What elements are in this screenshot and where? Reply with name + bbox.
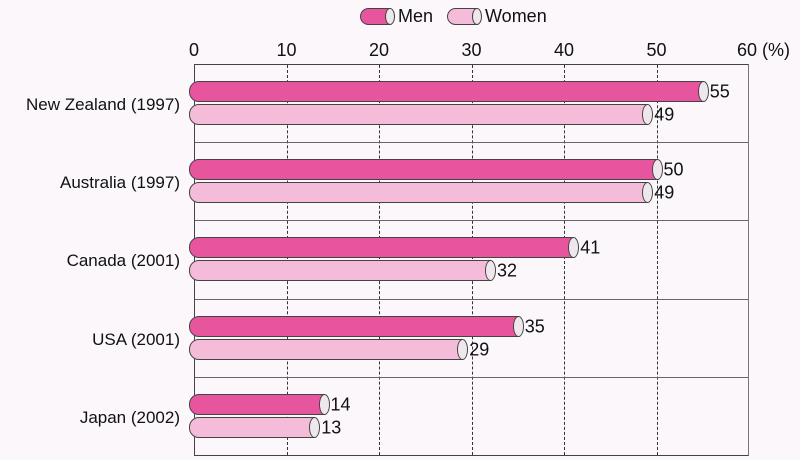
category-label: USA (2001) (92, 329, 180, 349)
bar-women (189, 182, 649, 204)
bar-men (189, 315, 519, 337)
category-label: Japan (2002) (79, 407, 180, 427)
value-label: 55 (709, 81, 730, 102)
men-cylinder-icon (360, 8, 396, 25)
bar-end-cap (318, 393, 330, 415)
category-label: Australia (1997) (59, 173, 180, 193)
row-separator (195, 298, 748, 300)
legend-cap (472, 8, 483, 25)
bar-end-cap (309, 416, 321, 438)
legend-cap (385, 8, 395, 25)
row-separator (195, 376, 748, 378)
value-label: 49 (654, 104, 675, 125)
x-tick-label: 20 (368, 40, 390, 60)
value-label: 13 (321, 417, 342, 438)
women-cylinder-icon (447, 8, 483, 25)
bar-end-cap (568, 237, 580, 259)
legend-item-men: Men (360, 6, 433, 27)
x-tick-label: 50 (646, 40, 667, 60)
row-separator (195, 142, 748, 144)
gridline (656, 65, 658, 455)
row-separator (195, 220, 748, 222)
x-tick-label: 0 (188, 40, 200, 60)
bar-end-cap (512, 315, 524, 337)
value-label: 32 (497, 260, 518, 281)
bar-women (189, 416, 316, 438)
value-label: 41 (580, 237, 601, 258)
bar-end-cap (651, 159, 663, 181)
legend: Men Women (360, 6, 547, 27)
bar-end-cap (642, 104, 654, 125)
gridline (286, 65, 288, 455)
value-label: 35 (524, 316, 545, 337)
x-tick-label: 30 (461, 40, 482, 60)
bar-end-cap (457, 338, 469, 360)
bar-women (189, 338, 464, 360)
category-label: Canada (2001) (66, 251, 180, 271)
value-label: 14 (330, 394, 351, 415)
x-tick-label: 40 (553, 40, 575, 60)
bar-men (189, 159, 658, 181)
plot-area: 55 49 50 49 41 32 35 29 14 13 (189, 64, 749, 456)
bar-end-cap (697, 81, 709, 102)
value-label: 50 (663, 159, 684, 180)
bar-men (189, 237, 575, 259)
legend-label-men: Men (398, 6, 434, 26)
category-label: New Zealand (1997) (25, 95, 180, 114)
bar-women (189, 260, 491, 282)
bar-men (189, 393, 325, 415)
x-tick-label: 10 (276, 40, 297, 60)
bar-end-cap (485, 260, 496, 282)
value-label: 49 (654, 182, 675, 203)
gridline (379, 65, 380, 455)
legend-item-women: Women (447, 6, 547, 27)
x-tick-label: 60 (%) (737, 40, 791, 60)
gridline (564, 65, 565, 455)
gridline (471, 65, 473, 455)
value-label: 29 (469, 339, 490, 360)
bar-men (189, 81, 704, 102)
bar-end-cap (642, 182, 654, 204)
bar-women (189, 104, 649, 125)
legend-label-women: Women (485, 6, 547, 26)
